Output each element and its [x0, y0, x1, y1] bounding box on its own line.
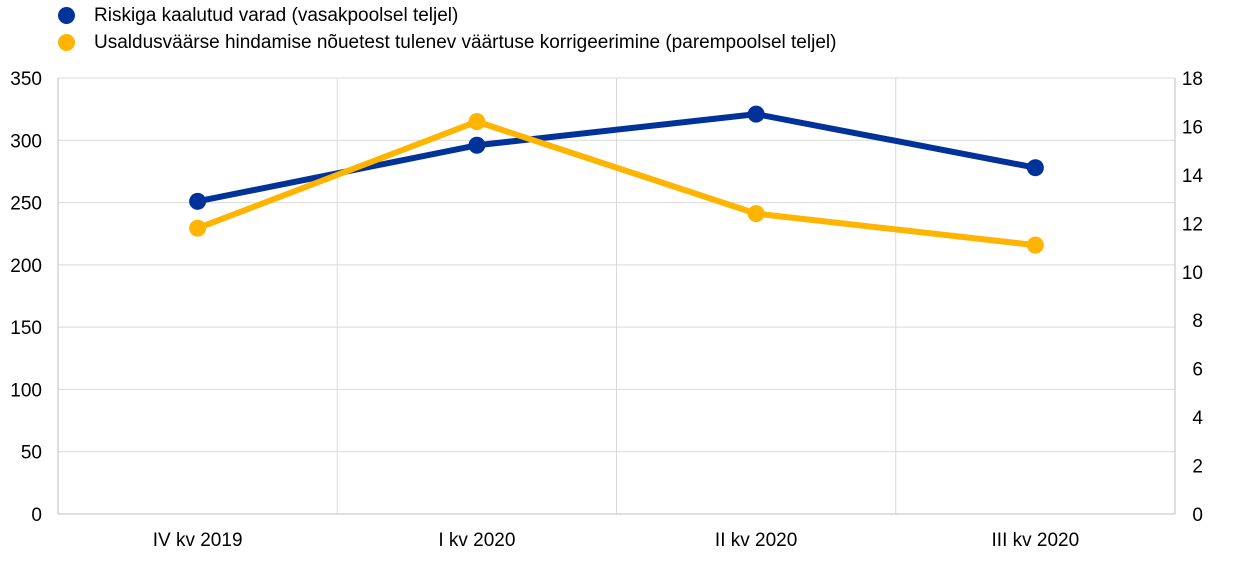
- series-0-point: [747, 105, 765, 123]
- legend-item-prudent-valuation-adjustment: Usaldusväärse hindamise nõuetest tulenev…: [56, 29, 836, 56]
- series-1-point: [189, 219, 207, 237]
- y-left-tick-label: 50: [21, 443, 42, 464]
- legend-item-risk-weighted-assets: Riskiga kaalutud varad (vasakpoolsel tel…: [56, 2, 836, 29]
- x-tick-label: IV kv 2019: [153, 530, 243, 551]
- x-tick-label: II kv 2020: [715, 530, 797, 551]
- legend-marker-prudent-valuation-adjustment: [58, 34, 75, 51]
- x-tick-label: I kv 2020: [438, 530, 515, 551]
- y-right-tick-label: 6: [1192, 360, 1203, 381]
- legend-label-risk-weighted-assets: Riskiga kaalutud varad (vasakpoolsel tel…: [94, 5, 459, 26]
- legend-label-prudent-valuation-adjustment: Usaldusväärse hindamise nõuetest tulenev…: [94, 32, 837, 53]
- y-right-tick-label: 10: [1182, 263, 1203, 284]
- legend: Riskiga kaalutud varad (vasakpoolsel tel…: [56, 2, 836, 56]
- y-left-tick-label: 200: [10, 256, 42, 277]
- grid-layer: [58, 77, 1175, 515]
- series-0-point: [189, 192, 207, 210]
- y-right-tick-label: 0: [1192, 505, 1203, 526]
- y-right-tick-label: 8: [1192, 311, 1203, 332]
- label-layer: 0 50 100 150 200 250 300 350 0 2 4 6 8 10 12 14 16 18 IV k…: [10, 69, 1203, 551]
- series-0-point: [1026, 159, 1044, 177]
- y-left-tick-label: 0: [31, 505, 42, 526]
- series-layer: [189, 105, 1044, 254]
- y-right-tick-label: 2: [1192, 457, 1203, 478]
- x-tick-label: III kv 2020: [992, 530, 1080, 551]
- series-1-point: [1026, 236, 1044, 254]
- y-right-tick-label: 16: [1182, 117, 1203, 138]
- y-left-tick-label: 350: [10, 69, 42, 90]
- y-right-tick-label: 14: [1182, 166, 1204, 187]
- series-1-point: [468, 113, 486, 131]
- axis-layer: [57, 78, 1176, 515]
- y-right-tick-label: 12: [1182, 214, 1203, 235]
- y-left-tick-label: 250: [10, 194, 42, 215]
- series-0-point: [468, 136, 486, 154]
- series-1-point: [747, 205, 765, 223]
- y-left-tick-label: 300: [10, 131, 42, 152]
- series-line-1: [194, 118, 1039, 249]
- y-left-tick-label: 150: [10, 318, 42, 339]
- y-right-tick-label: 4: [1192, 408, 1203, 429]
- y-right-tick-label: 18: [1182, 69, 1203, 90]
- legend-marker-risk-weighted-assets: [58, 7, 75, 24]
- y-left-tick-label: 100: [10, 380, 42, 401]
